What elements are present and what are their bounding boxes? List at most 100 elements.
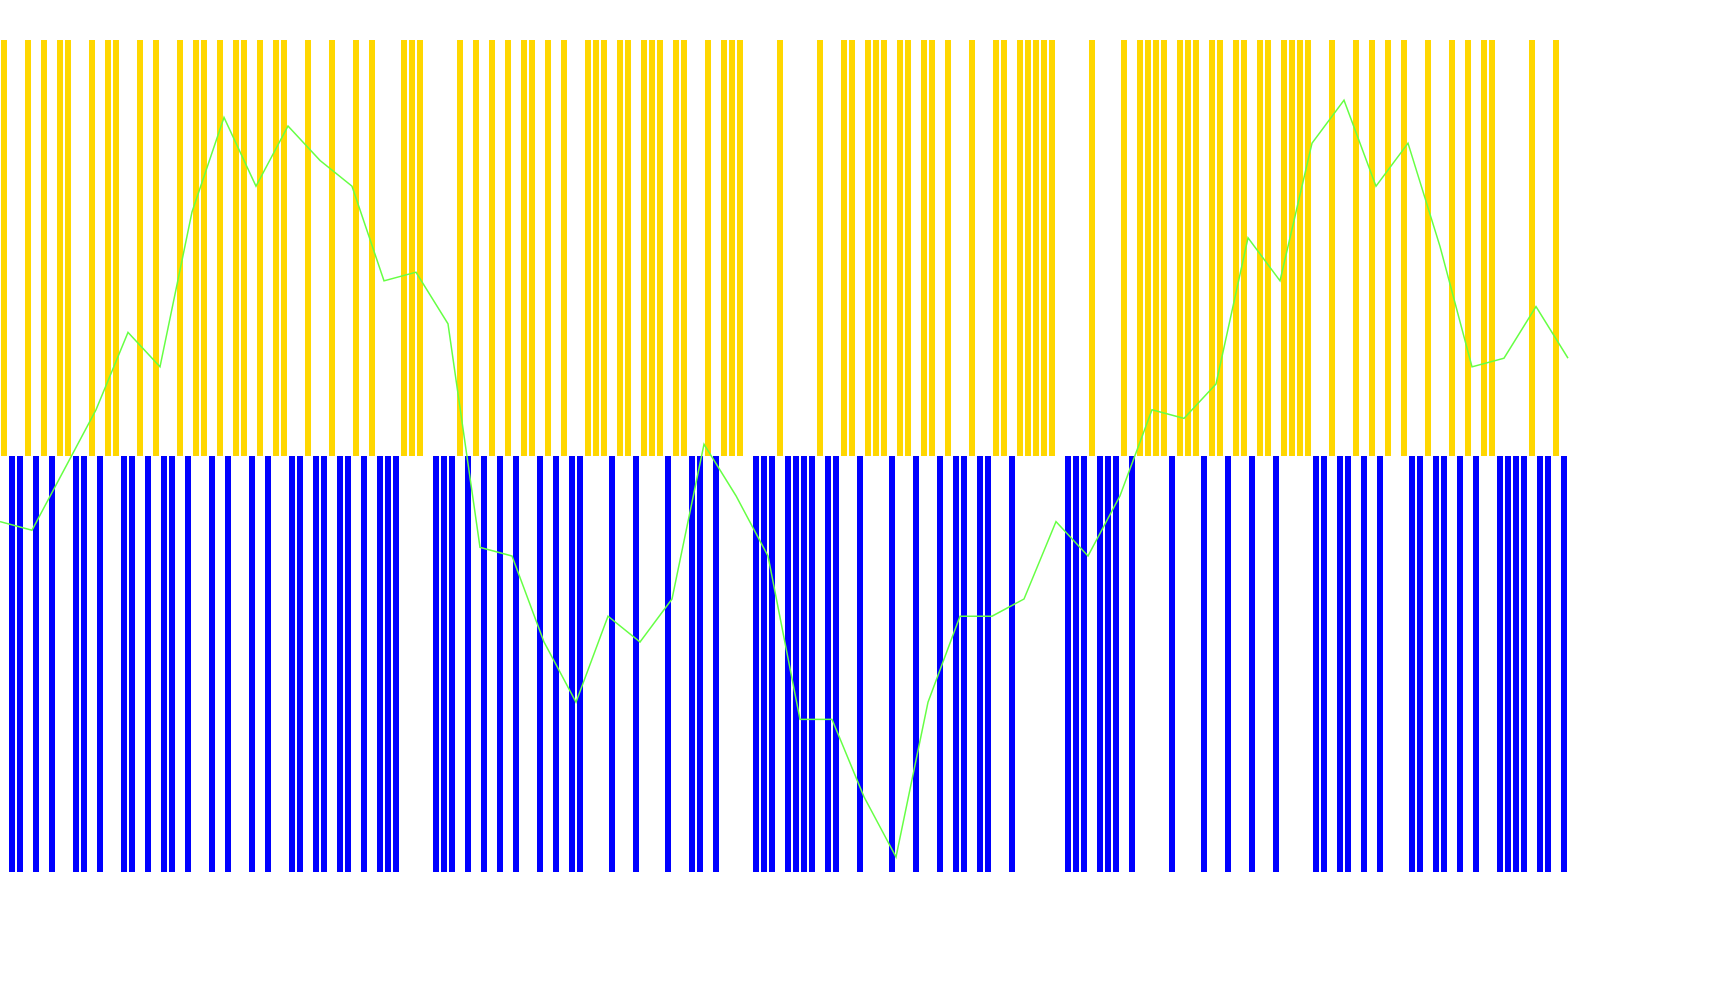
down-bar [665, 456, 671, 872]
down-bar [857, 456, 863, 872]
up-bar [1425, 40, 1431, 456]
up-bar [897, 40, 903, 456]
down-bar [1225, 456, 1231, 872]
up-bar [649, 40, 655, 456]
down-bar [441, 456, 447, 872]
down-bar [145, 456, 151, 872]
up-bar [617, 40, 623, 456]
up-bar [1449, 40, 1455, 456]
up-bar [993, 40, 999, 456]
down-bar [449, 456, 455, 872]
down-bar [713, 456, 719, 872]
up-bar [177, 40, 183, 456]
up-bar [561, 40, 567, 456]
down-bar [1537, 456, 1543, 872]
down-bar [769, 456, 775, 872]
down-bar [1249, 456, 1255, 872]
up-bar [105, 40, 111, 456]
down-bar [1113, 456, 1119, 872]
up-bar [1297, 40, 1303, 456]
down-bar [289, 456, 295, 872]
down-bar [49, 456, 55, 872]
up-bar [585, 40, 591, 456]
up-bar [777, 40, 783, 456]
down-bar [689, 456, 695, 872]
up-bar [1153, 40, 1159, 456]
up-bar [1265, 40, 1271, 456]
up-bar [1281, 40, 1287, 456]
up-bar [705, 40, 711, 456]
up-bar [329, 40, 335, 456]
down-bar [1129, 456, 1135, 872]
up-bar [673, 40, 679, 456]
up-bar [657, 40, 663, 456]
up-bar [545, 40, 551, 456]
down-bar [513, 456, 519, 872]
down-bar [1433, 456, 1439, 872]
down-bar [801, 456, 807, 872]
up-bar [1217, 40, 1223, 456]
down-bar [1097, 456, 1103, 872]
up-bar [1369, 40, 1375, 456]
down-bar [361, 456, 367, 872]
up-bar [865, 40, 871, 456]
up-bar [505, 40, 511, 456]
down-bar [1505, 456, 1511, 872]
down-bar [793, 456, 799, 872]
up-bar [641, 40, 647, 456]
up-bar [1241, 40, 1247, 456]
down-bar [1273, 456, 1279, 872]
up-bar [25, 40, 31, 456]
down-bar [833, 456, 839, 872]
up-bar [1209, 40, 1215, 456]
up-bar [729, 40, 735, 456]
up-bar [153, 40, 159, 456]
up-bar [281, 40, 287, 456]
down-bar [17, 456, 23, 872]
down-bar [81, 456, 87, 872]
up-bar [1353, 40, 1359, 456]
up-bar [681, 40, 687, 456]
down-bar [1321, 456, 1327, 872]
up-bar [921, 40, 927, 456]
down-bar [1009, 456, 1015, 872]
up-bar [849, 40, 855, 456]
up-bar [409, 40, 415, 456]
up-bar [353, 40, 359, 456]
up-bar [489, 40, 495, 456]
up-bar [881, 40, 887, 456]
down-bar [1081, 456, 1087, 872]
up-bar [273, 40, 279, 456]
down-bar [761, 456, 767, 872]
up-bar [1193, 40, 1199, 456]
up-bar [137, 40, 143, 456]
up-bar [201, 40, 207, 456]
down-bar [577, 456, 583, 872]
down-bar [1441, 456, 1447, 872]
down-bar [1513, 456, 1519, 872]
down-bar [977, 456, 983, 872]
up-bar [721, 40, 727, 456]
up-bar [1489, 40, 1495, 456]
up-bar [601, 40, 607, 456]
down-bar [9, 456, 15, 872]
down-bar [265, 456, 271, 872]
down-bar [1313, 456, 1319, 872]
up-bar [593, 40, 599, 456]
up-bar [1161, 40, 1167, 456]
down-bar [1521, 456, 1527, 872]
down-bar [1561, 456, 1567, 872]
down-bar [465, 456, 471, 872]
up-bar [1481, 40, 1487, 456]
down-bar [185, 456, 191, 872]
down-bar [1457, 456, 1463, 872]
down-bar [161, 456, 167, 872]
down-bar [1473, 456, 1479, 872]
down-bar [537, 456, 543, 872]
down-bar [825, 456, 831, 872]
down-bar [953, 456, 959, 872]
up-bar [41, 40, 47, 456]
down-bar [1337, 456, 1343, 872]
down-bar [1545, 456, 1551, 872]
down-bar [889, 456, 895, 872]
